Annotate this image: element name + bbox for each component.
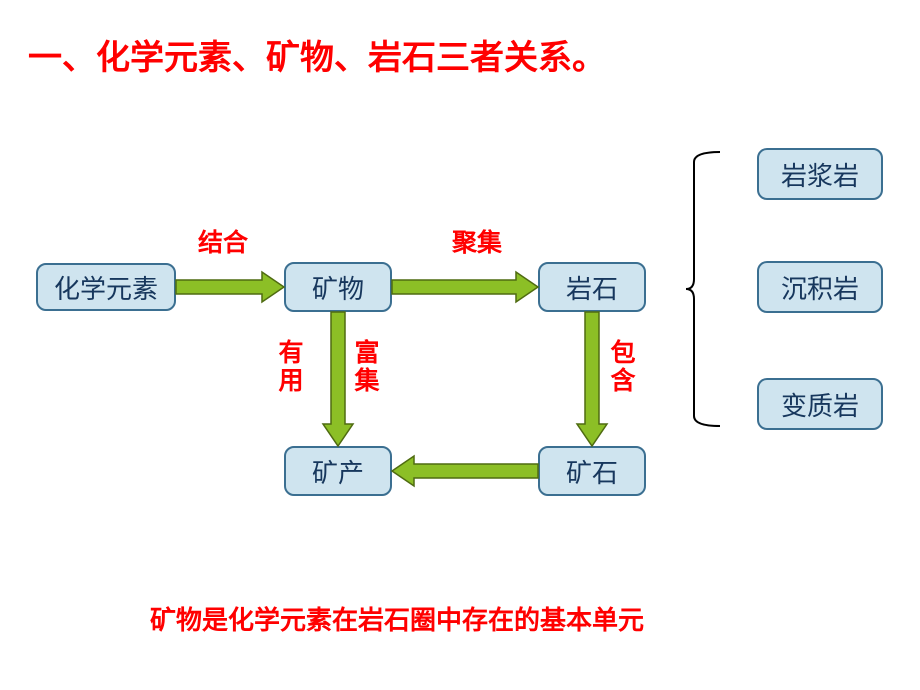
node-label: 矿物 [312,269,364,306]
edge-label: 富集 [352,340,382,395]
node-deposit: 矿产 [284,446,392,496]
arrow [176,272,284,302]
node-label: 变质岩 [781,386,859,423]
node-label: 化学元素 [54,269,158,306]
page-title: 一、化学元素、矿物、岩石三者关系。 [28,30,606,79]
node-label: 沉积岩 [781,269,859,306]
brace-bottom [686,289,720,426]
edge-label: 有用 [276,340,306,395]
edge-label: 包含 [608,340,638,395]
node-rock: 岩石 [538,262,646,312]
arrow [392,456,538,486]
svg-layer [0,0,920,690]
node-elem: 化学元素 [36,263,176,311]
footer-text: 矿物是化学元素在岩石圈中存在的基本单元 [150,600,644,637]
node-mineral: 矿物 [284,262,392,312]
node-metam: 变质岩 [757,378,883,430]
arrow [577,312,607,446]
arrow [323,312,353,446]
node-igneous: 岩浆岩 [757,148,883,200]
node-ore: 矿石 [538,446,646,496]
node-label: 矿石 [566,453,618,490]
arrow [392,272,538,302]
node-label: 矿产 [312,453,364,490]
edge-label: 聚集 [452,230,502,258]
brace-top [686,152,720,289]
edge-label: 结合 [198,230,248,258]
node-label: 岩浆岩 [781,156,859,193]
node-sedim: 沉积岩 [757,261,883,313]
node-label: 岩石 [566,269,618,306]
